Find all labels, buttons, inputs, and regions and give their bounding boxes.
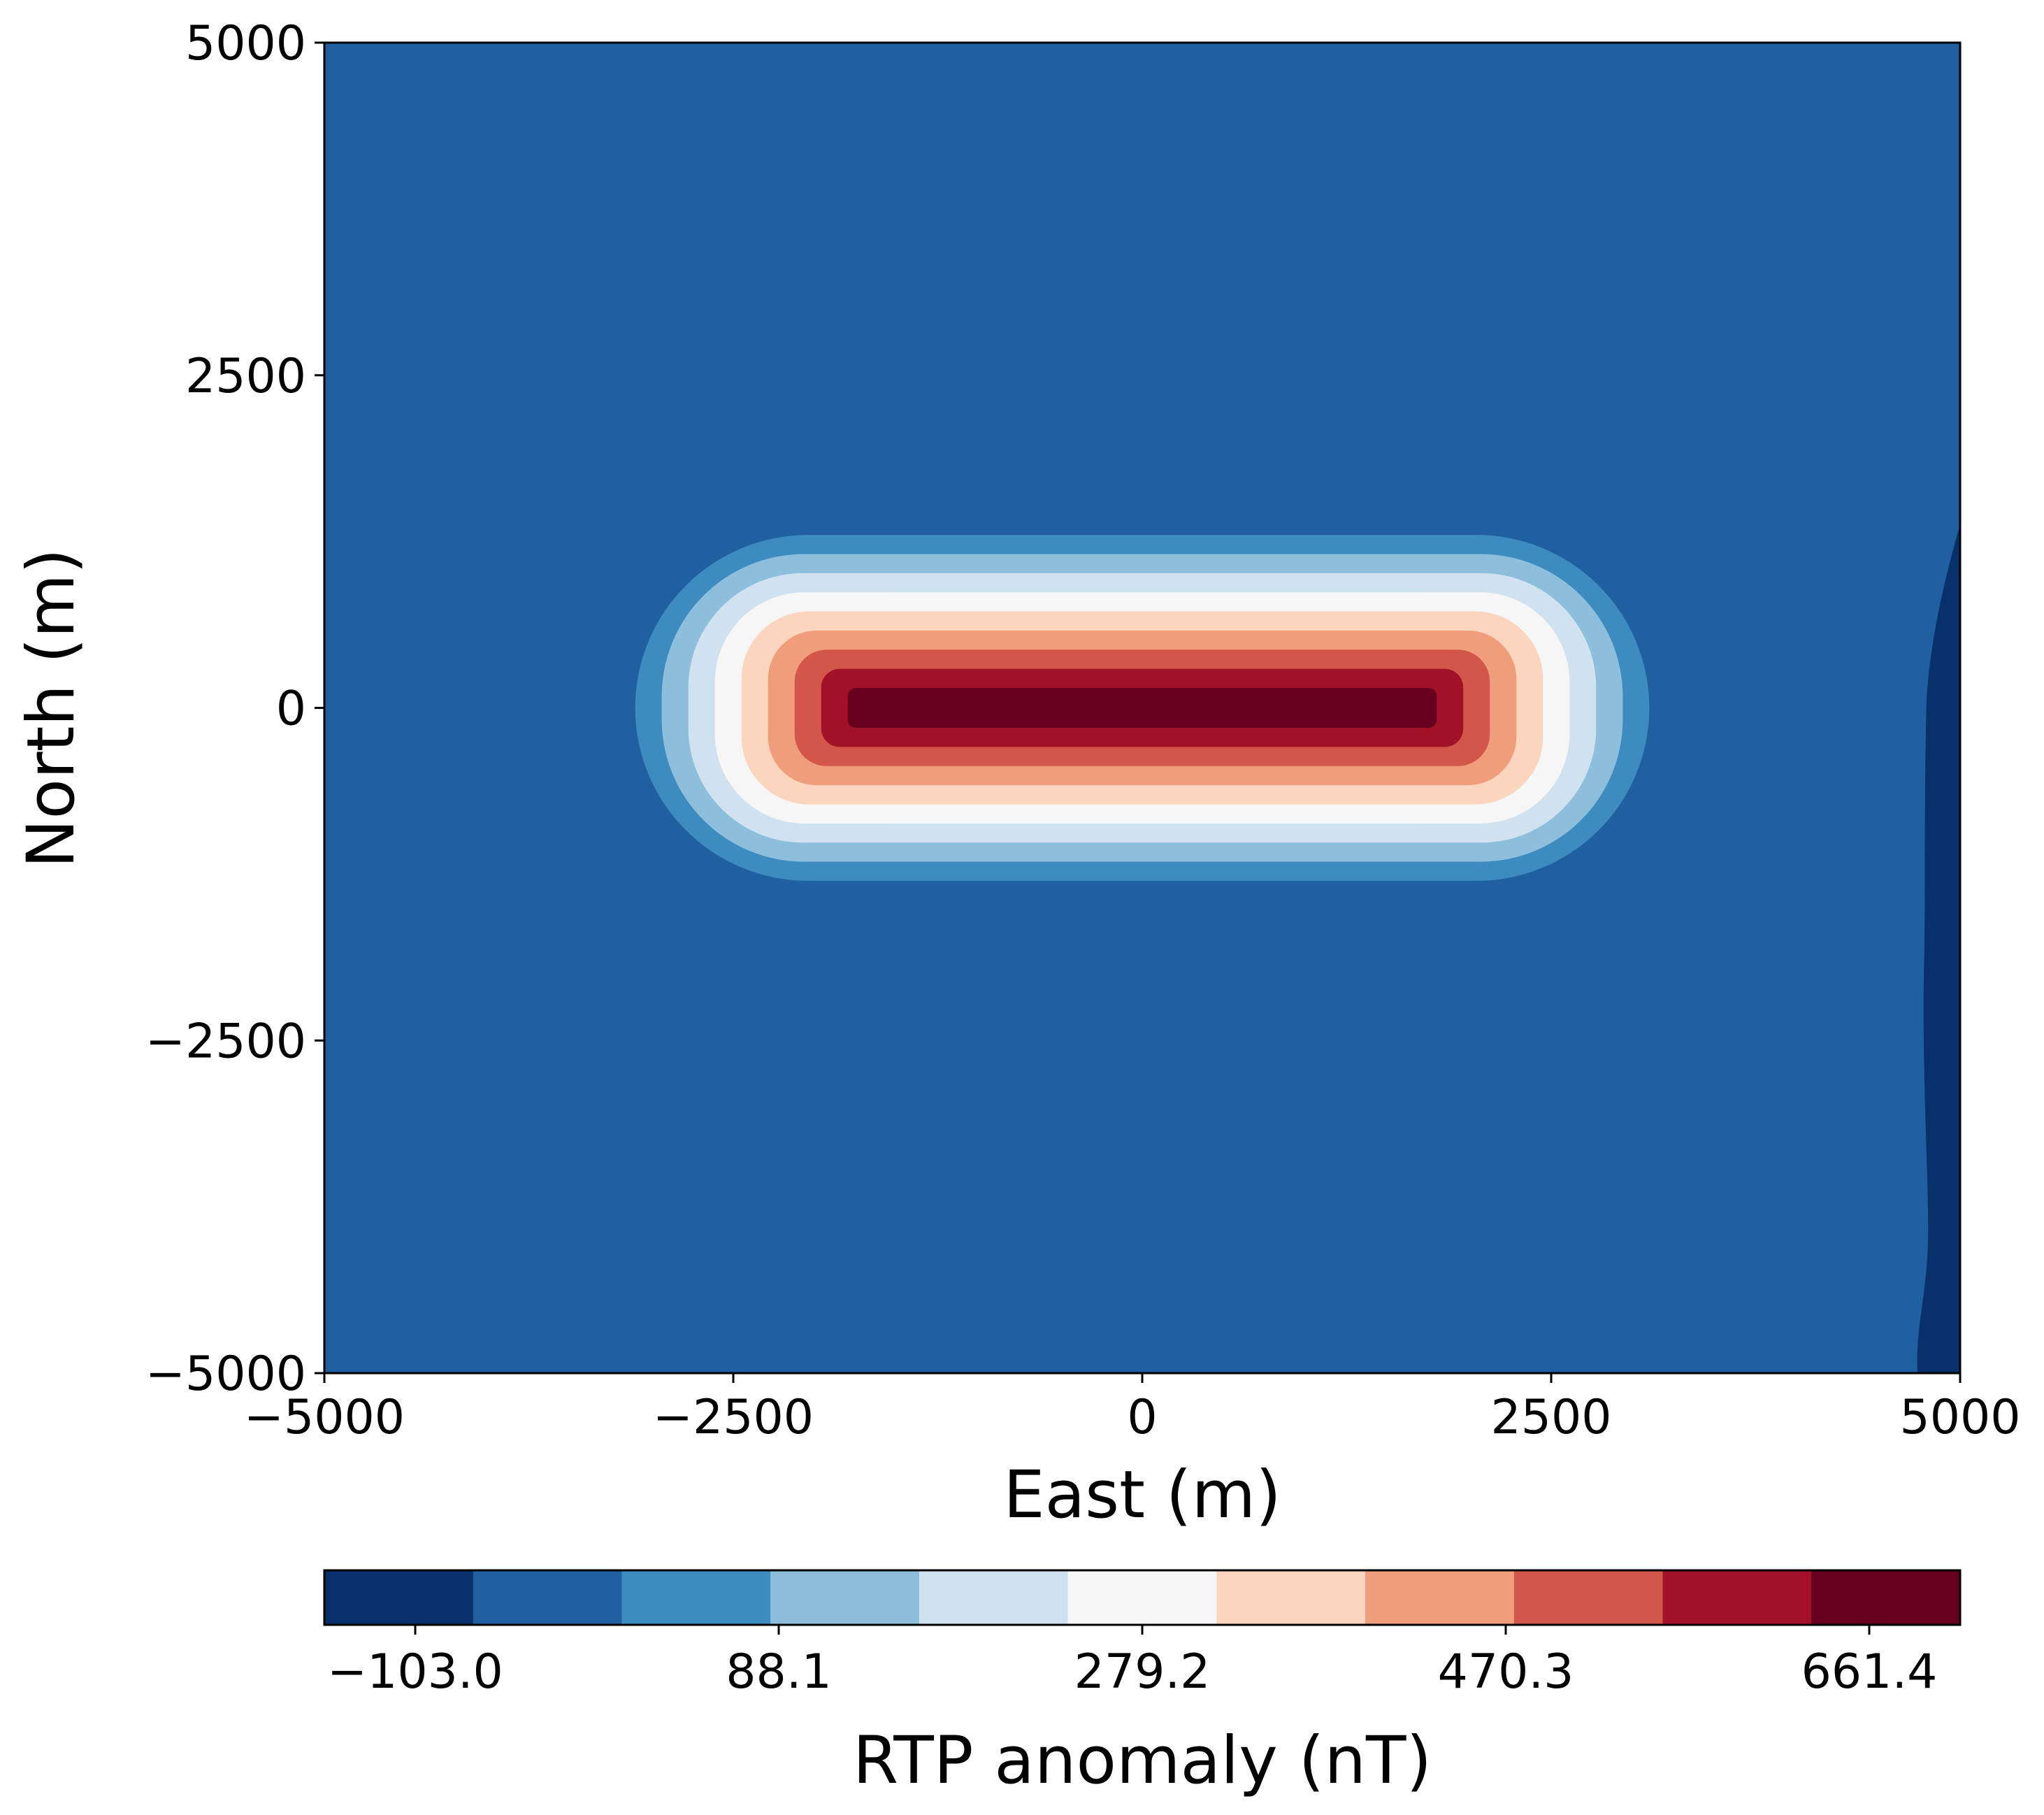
colorbar-tick-label: 279.2	[1074, 1644, 1211, 1700]
x-axis-ticks: −5000 −2500 0 2500 5000	[244, 1373, 2021, 1445]
contour-band	[847, 687, 1437, 729]
colorbar-swatch	[473, 1570, 622, 1625]
colorbar-swatch	[324, 1570, 474, 1625]
x-tick-label: −5000	[244, 1390, 405, 1445]
colorbar-label: RTP anomaly (nT)	[853, 1723, 1432, 1799]
colorbar-swatches	[324, 1570, 1961, 1625]
colorbar-swatch	[770, 1570, 920, 1625]
colorbar-swatch	[1365, 1570, 1515, 1625]
y-tick-label: −2500	[145, 1014, 306, 1069]
colorbar-tick-label: 470.3	[1438, 1644, 1574, 1700]
colorbar-swatch	[1216, 1570, 1366, 1625]
colorbar-swatch	[1811, 1570, 1961, 1625]
x-tick-label: −2500	[653, 1390, 814, 1445]
colorbar-swatch	[1513, 1570, 1664, 1625]
y-tick-label: 5000	[185, 16, 306, 71]
colorbar-tick-label: −103.0	[327, 1644, 503, 1700]
colorbar-swatch	[1067, 1570, 1217, 1625]
colorbar-swatch	[919, 1570, 1069, 1625]
y-tick-label: 2500	[185, 349, 306, 404]
contour-plot-area	[324, 43, 1960, 1373]
colorbar-tick-label: 88.1	[726, 1644, 831, 1700]
x-tick-label: 5000	[1899, 1390, 2020, 1445]
y-tick-label: −5000	[145, 1347, 306, 1402]
y-tick-label: 0	[276, 682, 306, 737]
contour-bands	[635, 535, 1650, 881]
colorbar: −103.0 88.1 279.2 470.3 661.4	[323, 1569, 1962, 1700]
low-anomaly-region	[1917, 524, 1960, 1373]
x-axis-label: East (m)	[1003, 1457, 1281, 1533]
colorbar-ticks: −103.0 88.1 279.2 470.3 661.4	[327, 1625, 1937, 1700]
x-tick-label: 2500	[1490, 1390, 1611, 1445]
x-tick-label: 0	[1127, 1390, 1157, 1445]
colorbar-swatch	[621, 1570, 771, 1625]
y-axis-label: North (m)	[13, 548, 89, 868]
y-axis-ticks: −5000 −2500 0 2500 5000	[145, 16, 324, 1402]
colorbar-tick-label: 661.4	[1801, 1644, 1938, 1700]
colorbar-swatch	[1662, 1570, 1812, 1625]
